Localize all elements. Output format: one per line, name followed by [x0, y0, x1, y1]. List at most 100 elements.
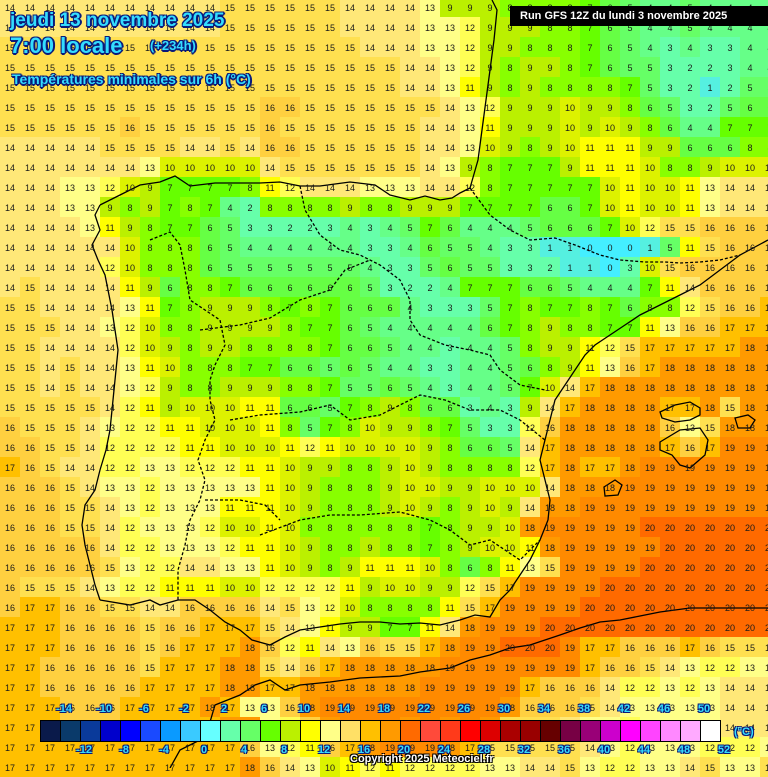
grid-value: 10: [664, 183, 675, 193]
legend-label-top: 22: [417, 703, 431, 715]
grid-value: 6: [287, 283, 293, 293]
grid-value: 19: [424, 683, 435, 693]
grid-value: 14: [84, 263, 95, 273]
grid-value: 15: [104, 603, 115, 613]
grid-value: 15: [304, 83, 315, 93]
grid-cell: [420, 77, 440, 97]
grid-value: 15: [64, 523, 75, 533]
grid-value: 17: [664, 343, 675, 353]
legend-swatch: [481, 721, 501, 741]
grid-value: 18: [244, 683, 255, 693]
grid-value: 16: [4, 603, 15, 613]
grid-value: 14: [44, 343, 55, 353]
grid-value: 13: [704, 683, 715, 693]
grid-value: 15: [764, 763, 768, 773]
grid-value: 11: [265, 423, 275, 433]
grid-cell: [740, 57, 760, 77]
grid-value: 12: [284, 583, 295, 593]
grid-value: 8: [187, 323, 193, 333]
grid-value: 17: [24, 603, 35, 613]
grid-value: 15: [564, 763, 575, 773]
grid-value: 17: [644, 363, 655, 373]
grid-value: 19: [584, 563, 595, 573]
grid-value: 4: [467, 323, 473, 333]
grid-value: 18: [664, 363, 675, 373]
grid-value: 18: [584, 403, 595, 413]
grid-value: 14: [344, 3, 355, 13]
legend-label-top: 30: [497, 703, 511, 715]
grid-value: 8: [207, 283, 213, 293]
grid-value: 12: [604, 763, 615, 773]
grid-value: 7: [467, 283, 473, 293]
grid-value: 18: [764, 423, 768, 433]
grid-value: 14: [444, 143, 455, 153]
grid-value: 10: [124, 243, 135, 253]
grid-cell: [40, 17, 60, 37]
grid-value: 15: [204, 103, 215, 113]
grid-value: 12: [104, 263, 115, 273]
grid-value: 13: [744, 663, 755, 673]
legend-swatch: [261, 721, 281, 741]
grid-value: 10: [564, 103, 575, 113]
grid-value: 8: [487, 563, 493, 573]
legend-label-bottom: 40: [597, 744, 611, 756]
grid-cell: [80, 57, 100, 77]
grid-value: 19: [584, 543, 595, 553]
grid-cell: [40, 37, 60, 57]
grid-value: 16: [704, 223, 715, 233]
grid-value: 10: [224, 423, 235, 433]
grid-cell: [120, 117, 140, 137]
grid-value: 10: [384, 443, 395, 453]
grid-value: 9: [227, 343, 233, 353]
grid-value: 18: [364, 663, 375, 673]
grid-value: 8: [367, 523, 373, 533]
grid-value: 7: [760, 123, 768, 133]
grid-value: 17: [684, 343, 695, 353]
grid-value: 11: [385, 563, 395, 573]
grid-value: 14: [104, 283, 115, 293]
grid-cell: [40, 0, 60, 17]
grid-value: 16: [704, 283, 715, 293]
grid-value: 4: [467, 343, 473, 353]
grid-cell: [660, 97, 680, 117]
grid-value: 3: [527, 243, 533, 253]
grid-value: 10: [164, 163, 175, 173]
grid-value: 14: [144, 603, 155, 613]
grid-value: 15: [344, 163, 355, 173]
grid-cell: [500, 37, 520, 57]
grid-value: 12: [204, 463, 215, 473]
grid-value: 9: [247, 383, 253, 393]
grid-value: 16: [64, 563, 75, 573]
grid-value: 3: [527, 263, 533, 273]
grid-value: 10: [224, 583, 235, 593]
grid-value: 8: [347, 423, 353, 433]
grid-value: 9: [447, 3, 453, 13]
grid-value: 13: [144, 163, 155, 173]
grid-value: 11: [325, 623, 335, 633]
grid-value: 14: [44, 303, 55, 313]
grid-value: 4: [487, 343, 493, 353]
grid-cell: [280, 117, 300, 137]
grid-value: 7: [167, 203, 173, 213]
grid-value: 8: [647, 303, 653, 313]
grid-value: 8: [407, 603, 413, 613]
grid-value: 15: [64, 363, 75, 373]
legend-label-top: -6: [139, 703, 149, 715]
grid-value: 15: [24, 583, 35, 593]
grid-cell: [420, 97, 440, 117]
grid-value: 17: [224, 643, 235, 653]
grid-value: 10: [744, 163, 755, 173]
grid-value: 19: [764, 483, 768, 493]
grid-value: 8: [747, 143, 753, 153]
grid-value: 18: [584, 483, 595, 493]
grid-value: 14: [744, 183, 755, 193]
grid-value: 12: [144, 543, 155, 553]
grid-value: 8: [447, 443, 453, 453]
grid-cell: [380, 37, 400, 57]
grid-value: 12: [124, 423, 135, 433]
grid-value: 20: [704, 623, 715, 633]
grid-value: 16: [704, 263, 715, 273]
grid-value: 4: [747, 63, 753, 73]
grid-cell: [60, 0, 80, 17]
